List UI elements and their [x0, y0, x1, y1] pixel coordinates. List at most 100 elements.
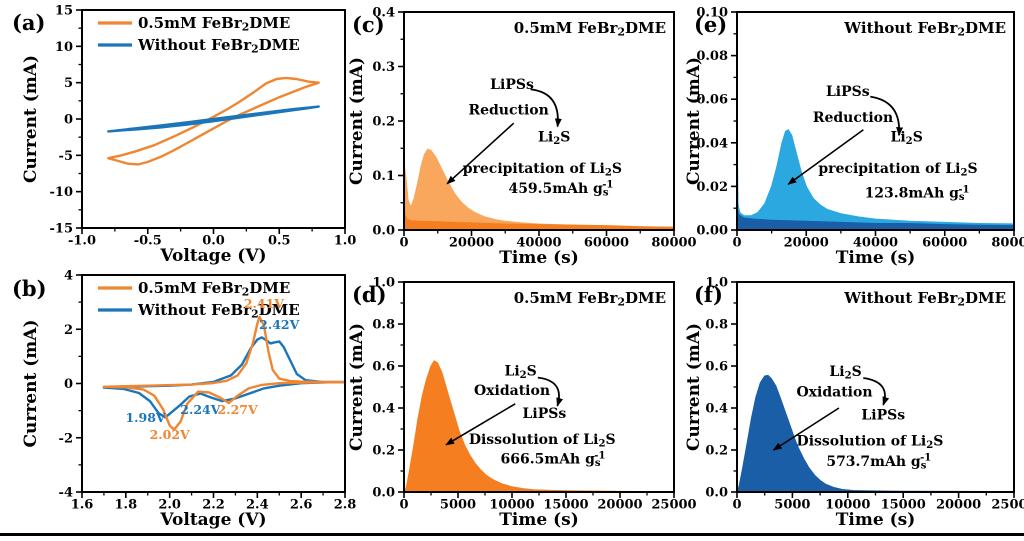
- annotation-text: precipitation of Li2S: [818, 161, 977, 179]
- y-axis: 0.00 0.02 0.04 0.06 0.08 0.10: [696, 6, 737, 239]
- y-tick-label: 0.1: [372, 169, 395, 184]
- annotation-text: Li2S: [504, 363, 536, 381]
- y-tick-label: 5: [64, 76, 73, 91]
- panel-b: 1.6 1.8 2.0 2.2 2.4 2.6 2.8 -4 -2 0 2 4 Voltage (V) C…: [12, 269, 356, 531]
- y-axis: 0.0 0.2 0.4 0.6 0.8 1.0: [372, 276, 404, 501]
- panel-letter-a: (a): [12, 10, 45, 35]
- y-axis-title: Current (mA): [684, 323, 704, 451]
- annotation-text: Oxidation: [796, 384, 872, 400]
- x-tick-label: 5000: [774, 498, 810, 513]
- y-tick-label: 0.0: [372, 224, 395, 239]
- legend-label: 0.5mM FeBr2DME: [138, 279, 290, 299]
- annotation-text: LiPSs: [826, 84, 870, 100]
- x-tick-label: 1.0: [334, 234, 357, 249]
- y-tick-label: 0.4: [372, 402, 395, 417]
- annotation-text: Li2S: [829, 364, 861, 382]
- peak-voltage-label: 2.02V: [150, 427, 190, 442]
- x-axis-title: Time (s): [499, 248, 579, 268]
- x-tick-label: 40000: [516, 236, 561, 251]
- y-axis: 0.0 0.1 0.2 0.3 0.4: [372, 6, 404, 239]
- y-tick-label: 0.4: [705, 402, 728, 417]
- annotation-text: 666.5mAh gs-1: [501, 450, 606, 469]
- x-axis-title: Voltage (V): [159, 510, 266, 530]
- annotation-arrow: [787, 129, 864, 185]
- y-tick-label: 15: [55, 4, 73, 19]
- y-tick-label: 0.0: [705, 486, 728, 501]
- panel-c: 0 20000 40000 60000 80000 0.0 0.1 0.2 0.3 0.4 Time…: [347, 6, 697, 269]
- series-dissolution: [736, 374, 1015, 493]
- x-tick-label: 1.8: [115, 498, 138, 513]
- panel-letter-b: (b): [12, 276, 47, 301]
- y-tick-label: -2: [59, 431, 73, 446]
- legend-label: Without FeBr2DME: [137, 301, 300, 321]
- x-tick-label: 60000: [922, 236, 967, 251]
- series-with_febr2dme: [102, 315, 347, 431]
- x-tick-label: 10000: [489, 498, 534, 513]
- x-tick-label: 80000: [991, 236, 1024, 251]
- y-tick-label: -5: [59, 149, 73, 164]
- series-dissolution: [403, 360, 675, 493]
- x-tick-label: 0: [732, 236, 741, 251]
- annotation-text: 123.8mAh gs-1: [865, 184, 970, 203]
- x-tick-label: 5000: [440, 498, 476, 513]
- annotation-text: LiPSs: [523, 406, 567, 422]
- x-tick-label: 20000: [936, 498, 981, 513]
- annotation-curved-arrow: [530, 88, 562, 128]
- x-axis-title: Time (s): [836, 248, 916, 268]
- x-axis: 0 20000 40000 60000 80000: [732, 230, 1024, 251]
- y-axis: -15 -10 -5 0 5 10 15: [50, 4, 82, 237]
- x-tick-label: 10000: [825, 498, 870, 513]
- y-tick-label: 0.06: [696, 93, 728, 108]
- y-axis: -4 -2 0 2 4: [59, 269, 82, 501]
- y-tick-label: 1.0: [705, 276, 728, 291]
- annotation-text: 573.7mAh gs-1: [826, 452, 931, 471]
- x-axis-title: Time (s): [499, 510, 579, 530]
- panel-letter-e: (e): [694, 12, 727, 37]
- legend-label: 0.5mM FeBr2DME: [138, 14, 290, 34]
- panel-condition-title: 0.5mM FeBr2DME: [514, 19, 666, 39]
- x-axis-title: Voltage (V): [159, 246, 266, 266]
- annotation-text: LiPSs: [861, 408, 905, 424]
- panel-a: -1.0 -0.5 0.0 0.5 1.0 -15 -10 -5 0 5 10 15 Voltage (…: [12, 4, 356, 267]
- annotation-text: Dissolution of Li2S: [797, 433, 944, 451]
- panel-condition-title: Without FeBr2DME: [843, 19, 1006, 39]
- annotation-text: Li2S: [890, 130, 922, 148]
- annotation-arrow: [446, 122, 515, 185]
- x-tick-label: 2.8: [334, 498, 357, 513]
- y-axis-title: Current (mA): [21, 319, 41, 447]
- panel-f: 0 5000 10000 15000 20000 25000 0.0 0.2 0.4 0.6 0.8…: [684, 276, 1024, 531]
- y-tick-label: 0.02: [696, 180, 728, 195]
- page-bottom-rule: [0, 533, 1024, 536]
- x-tick-label: 2.0: [158, 498, 181, 513]
- x-axis: 0 5000 10000 15000 20000 25000: [732, 492, 1024, 513]
- y-tick-label: 0.3: [372, 60, 395, 75]
- x-tick-label: 2.4: [246, 498, 269, 513]
- x-tick-label: 60000: [584, 236, 629, 251]
- y-tick-label: 0.2: [372, 444, 395, 459]
- panel-letter-f: (f): [694, 282, 723, 307]
- peak-voltage-label: 2.27V: [218, 402, 258, 417]
- annotation-text: LiPSs: [490, 77, 534, 93]
- y-tick-label: -15: [50, 222, 74, 237]
- y-tick-label: 4: [64, 269, 73, 284]
- annotation-curved-arrow: [870, 95, 904, 137]
- y-axis-title: Current (mA): [684, 57, 704, 185]
- x-tick-label: 40000: [853, 236, 898, 251]
- y-tick-label: -4: [59, 486, 73, 501]
- peak-voltage-label: 2.42V: [259, 317, 299, 332]
- x-tick-label: 0: [399, 236, 408, 251]
- x-tick-label: 15000: [543, 498, 588, 513]
- y-tick-label: 0.2: [372, 115, 395, 130]
- annotation-arrow: [445, 403, 516, 446]
- y-tick-label: 0: [64, 113, 73, 128]
- y-tick-label: 0.2: [705, 444, 728, 459]
- x-tick-label: 0: [399, 498, 408, 513]
- y-tick-label: 0: [64, 377, 73, 392]
- x-axis: 0 20000 40000 60000 80000: [399, 230, 697, 251]
- panel-letter-c: (c): [352, 12, 385, 37]
- panel-condition-title: Without FeBr2DME: [843, 289, 1006, 309]
- annotation-text: Dissolution of Li2S: [469, 432, 616, 450]
- y-tick-label: 0.10: [696, 6, 728, 21]
- y-tick-label: 0.6: [372, 360, 395, 375]
